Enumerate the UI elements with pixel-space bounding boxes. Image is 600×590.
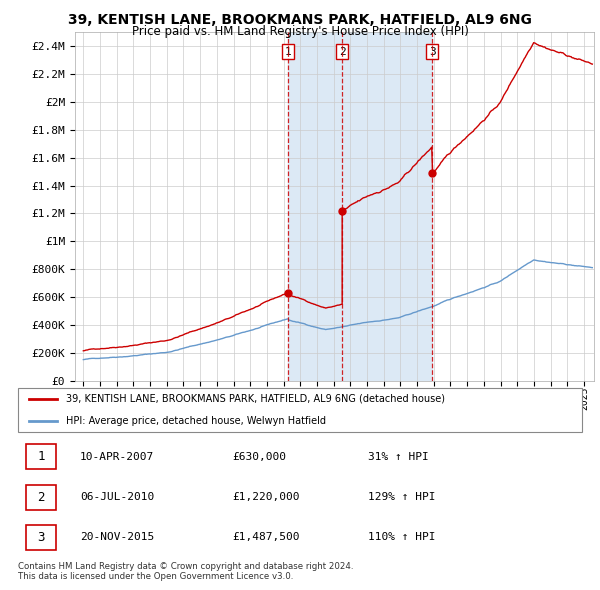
Text: 06-JUL-2010: 06-JUL-2010 — [80, 492, 154, 502]
Text: £1,487,500: £1,487,500 — [232, 532, 300, 542]
FancyBboxPatch shape — [18, 388, 582, 432]
Text: 110% ↑ HPI: 110% ↑ HPI — [368, 532, 435, 542]
Text: 1: 1 — [285, 47, 292, 57]
FancyBboxPatch shape — [26, 525, 56, 550]
FancyBboxPatch shape — [26, 484, 56, 510]
Text: 129% ↑ HPI: 129% ↑ HPI — [368, 492, 435, 502]
Text: 10-APR-2007: 10-APR-2007 — [80, 452, 154, 462]
Text: 3: 3 — [429, 47, 436, 57]
Text: 2: 2 — [37, 490, 45, 504]
Text: 39, KENTISH LANE, BROOKMANS PARK, HATFIELD, AL9 6NG (detached house): 39, KENTISH LANE, BROOKMANS PARK, HATFIE… — [66, 394, 445, 404]
Text: 31% ↑ HPI: 31% ↑ HPI — [368, 452, 428, 462]
Bar — [288, 32, 432, 381]
Text: Contains HM Land Registry data © Crown copyright and database right 2024.
This d: Contains HM Land Registry data © Crown c… — [18, 562, 353, 581]
Text: £1,220,000: £1,220,000 — [232, 492, 300, 502]
Text: 39, KENTISH LANE, BROOKMANS PARK, HATFIELD, AL9 6NG: 39, KENTISH LANE, BROOKMANS PARK, HATFIE… — [68, 13, 532, 27]
Text: HPI: Average price, detached house, Welwyn Hatfield: HPI: Average price, detached house, Welw… — [66, 416, 326, 426]
Text: Price paid vs. HM Land Registry's House Price Index (HPI): Price paid vs. HM Land Registry's House … — [131, 25, 469, 38]
FancyBboxPatch shape — [26, 444, 56, 469]
Text: £630,000: £630,000 — [232, 452, 286, 462]
Text: 1: 1 — [37, 450, 45, 463]
Text: 3: 3 — [37, 531, 45, 544]
Text: 2: 2 — [339, 47, 346, 57]
Text: 20-NOV-2015: 20-NOV-2015 — [80, 532, 154, 542]
